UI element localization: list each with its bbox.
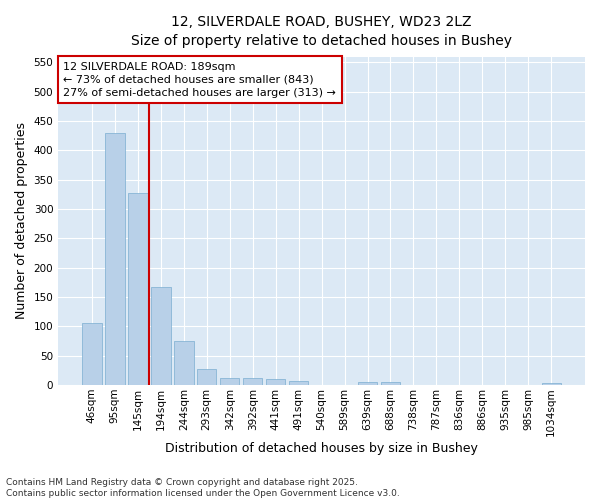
Bar — [266, 379, 286, 385]
Bar — [151, 286, 170, 385]
Bar — [174, 341, 194, 385]
Bar — [243, 378, 262, 385]
Bar — [220, 378, 239, 385]
Bar — [381, 382, 400, 385]
Title: 12, SILVERDALE ROAD, BUSHEY, WD23 2LZ
Size of property relative to detached hous: 12, SILVERDALE ROAD, BUSHEY, WD23 2LZ Si… — [131, 15, 512, 48]
Bar — [542, 384, 561, 385]
Bar — [82, 324, 101, 385]
Bar — [358, 382, 377, 385]
Text: Contains HM Land Registry data © Crown copyright and database right 2025.
Contai: Contains HM Land Registry data © Crown c… — [6, 478, 400, 498]
Bar — [105, 133, 125, 385]
X-axis label: Distribution of detached houses by size in Bushey: Distribution of detached houses by size … — [165, 442, 478, 455]
Text: 12 SILVERDALE ROAD: 189sqm
← 73% of detached houses are smaller (843)
27% of sem: 12 SILVERDALE ROAD: 189sqm ← 73% of deta… — [64, 62, 337, 98]
Bar — [128, 194, 148, 385]
Bar — [289, 381, 308, 385]
Bar — [197, 368, 217, 385]
Y-axis label: Number of detached properties: Number of detached properties — [15, 122, 28, 320]
